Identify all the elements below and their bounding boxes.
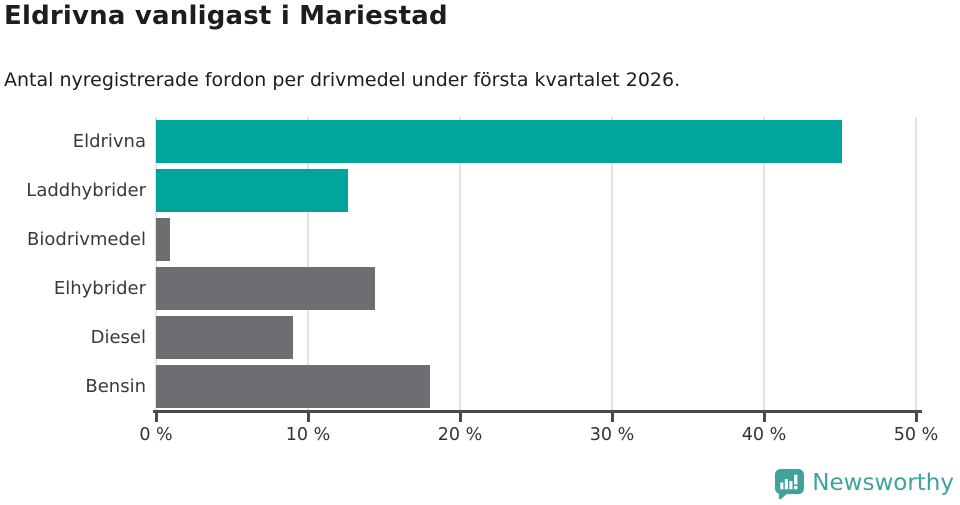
category-label: Elhybrider bbox=[53, 278, 146, 299]
bar-row bbox=[156, 117, 916, 166]
gridline bbox=[611, 117, 613, 411]
brand-footer: Newsworthy bbox=[773, 467, 954, 499]
x-tick-label: 50 % bbox=[893, 425, 939, 445]
bar-elhybrider bbox=[156, 267, 375, 310]
page-subtitle: Antal nyregistrerade fordon per drivmede… bbox=[4, 69, 681, 91]
bar-row bbox=[156, 313, 916, 362]
x-tick-mark bbox=[306, 413, 310, 422]
x-tick-mark bbox=[610, 413, 614, 422]
bar-row bbox=[156, 166, 916, 215]
bar-eldrivna bbox=[156, 120, 842, 163]
page-title: Eldrivna vanligast i Mariestad bbox=[4, 1, 448, 31]
brand-name: Newsworthy bbox=[812, 470, 954, 496]
bar-rows bbox=[156, 117, 916, 411]
gridline bbox=[459, 117, 461, 411]
x-tick-label: 40 % bbox=[741, 425, 787, 445]
category-label: Eldrivna bbox=[72, 131, 146, 152]
x-tick-label: 10 % bbox=[285, 425, 331, 445]
category-label: Biodrivmedel bbox=[27, 229, 146, 250]
bar-laddhybrider bbox=[156, 169, 348, 212]
newsworthy-logo-icon bbox=[775, 468, 805, 499]
bar-row bbox=[156, 362, 916, 411]
bar-row bbox=[156, 215, 916, 264]
bar-row bbox=[156, 264, 916, 313]
gridline bbox=[915, 117, 917, 411]
x-tick-mark bbox=[914, 413, 918, 422]
x-tick-mark bbox=[154, 413, 158, 422]
gridline bbox=[307, 117, 309, 411]
plot-area bbox=[155, 117, 917, 411]
bar-bensin bbox=[156, 365, 430, 408]
x-tick-label: 20 % bbox=[437, 425, 483, 445]
x-axis-line bbox=[153, 410, 922, 413]
x-tick-mark bbox=[458, 413, 462, 422]
gridline bbox=[763, 117, 765, 411]
x-tick-mark bbox=[762, 413, 766, 422]
gridline bbox=[155, 117, 157, 411]
category-label: Laddhybrider bbox=[26, 180, 146, 201]
x-tick-label: 0 % bbox=[139, 425, 173, 445]
bar-diesel bbox=[156, 316, 293, 359]
bar-biodrivmedel bbox=[156, 218, 170, 261]
category-label: Diesel bbox=[90, 327, 146, 348]
category-labels: Eldrivna Laddhybrider Biodrivmedel Elhybrid… bbox=[0, 117, 146, 411]
gridlines bbox=[155, 117, 917, 411]
category-label: Bensin bbox=[85, 376, 146, 397]
x-tick-label: 30 % bbox=[589, 425, 635, 445]
